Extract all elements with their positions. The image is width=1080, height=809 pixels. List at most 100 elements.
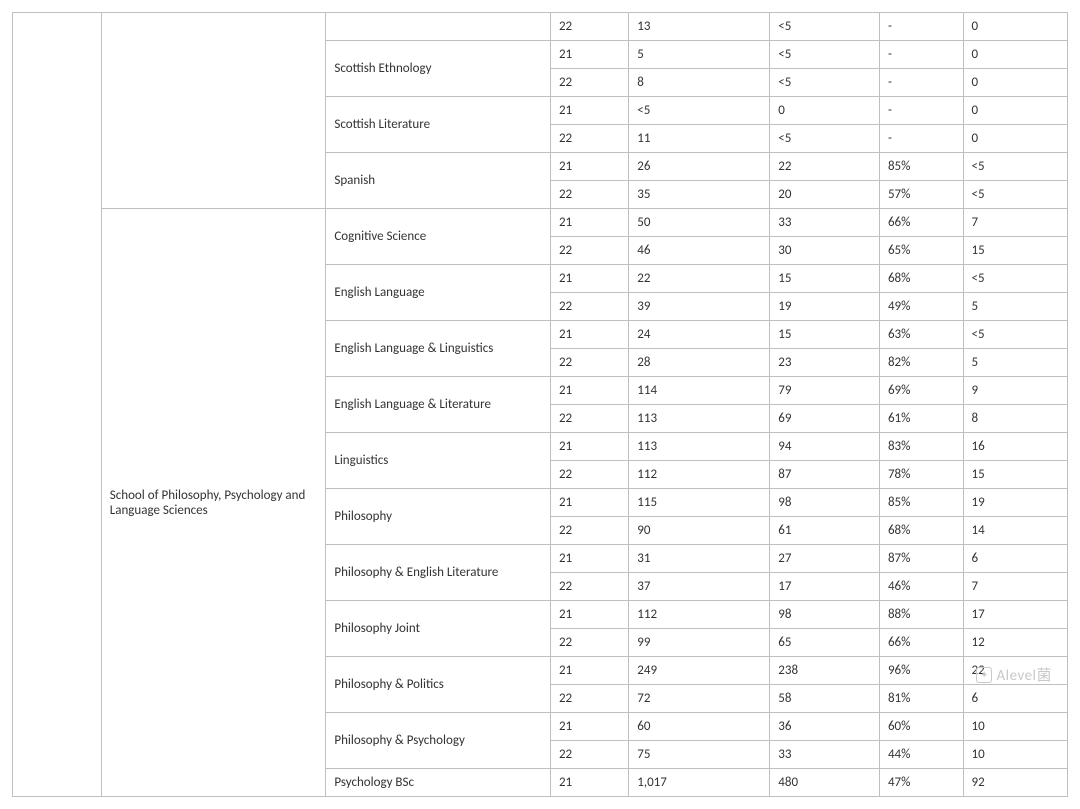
value-cell: 0 xyxy=(963,41,1068,69)
value-cell: 5 xyxy=(963,293,1068,321)
year-cell: 21 xyxy=(550,321,628,349)
value-cell: - xyxy=(879,41,963,69)
value-cell: 30 xyxy=(770,237,880,265)
value-cell: 114 xyxy=(629,377,770,405)
value-cell: <5 xyxy=(770,69,880,97)
value-cell: <5 xyxy=(963,153,1068,181)
value-cell: 5 xyxy=(629,41,770,69)
year-cell: 22 xyxy=(550,629,628,657)
value-cell: 6 xyxy=(963,685,1068,713)
value-cell: 90 xyxy=(629,517,770,545)
year-cell: 22 xyxy=(550,517,628,545)
value-cell: 0 xyxy=(770,97,880,125)
year-cell: 21 xyxy=(550,265,628,293)
value-cell: 57% xyxy=(879,181,963,209)
value-cell: 39 xyxy=(629,293,770,321)
value-cell: 85% xyxy=(879,153,963,181)
value-cell: 88% xyxy=(879,601,963,629)
subject-cell: Linguistics xyxy=(326,433,551,489)
year-cell: 22 xyxy=(550,125,628,153)
subject-cell: English Language & Linguistics xyxy=(326,321,551,377)
value-cell: 24 xyxy=(629,321,770,349)
value-cell: 6 xyxy=(963,545,1068,573)
value-cell: 44% xyxy=(879,741,963,769)
value-cell: 83% xyxy=(879,433,963,461)
value-cell: 115 xyxy=(629,489,770,517)
value-cell: 63% xyxy=(879,321,963,349)
school-cell xyxy=(101,13,326,209)
subject-cell: Scottish Ethnology xyxy=(326,41,551,97)
subject-cell: Psychology BSc xyxy=(326,769,551,797)
year-cell: 21 xyxy=(550,545,628,573)
value-cell: <5 xyxy=(770,13,880,41)
year-cell: 22 xyxy=(550,69,628,97)
value-cell: 113 xyxy=(629,405,770,433)
subject-cell: Philosophy xyxy=(326,489,551,545)
value-cell: 1,017 xyxy=(629,769,770,797)
school-cell: School of Philosophy, Psychology and Lan… xyxy=(101,209,326,797)
value-cell: 15 xyxy=(963,237,1068,265)
value-cell: 0 xyxy=(963,69,1068,97)
value-cell: <5 xyxy=(770,41,880,69)
value-cell: 19 xyxy=(963,489,1068,517)
year-cell: 22 xyxy=(550,741,628,769)
subject-cell: Cognitive Science xyxy=(326,209,551,265)
year-cell: 22 xyxy=(550,293,628,321)
value-cell: 81% xyxy=(879,685,963,713)
value-cell: 49% xyxy=(879,293,963,321)
subject-cell xyxy=(326,13,551,41)
value-cell: 26 xyxy=(629,153,770,181)
value-cell: 72 xyxy=(629,685,770,713)
value-cell: 15 xyxy=(770,265,880,293)
value-cell: 99 xyxy=(629,629,770,657)
value-cell: 69 xyxy=(770,405,880,433)
year-cell: 21 xyxy=(550,433,628,461)
value-cell: 79 xyxy=(770,377,880,405)
value-cell: 22 xyxy=(629,265,770,293)
value-cell: 27 xyxy=(770,545,880,573)
value-cell: 46% xyxy=(879,573,963,601)
value-cell: 16 xyxy=(963,433,1068,461)
value-cell: 47% xyxy=(879,769,963,797)
subject-cell: Spanish xyxy=(326,153,551,209)
value-cell: 7 xyxy=(963,209,1068,237)
table-row: 2213<5-0 xyxy=(13,13,1068,41)
value-cell: 19 xyxy=(770,293,880,321)
year-cell: 21 xyxy=(550,489,628,517)
value-cell: 96% xyxy=(879,657,963,685)
value-cell: 65% xyxy=(879,237,963,265)
value-cell: 66% xyxy=(879,209,963,237)
value-cell: 28 xyxy=(629,349,770,377)
value-cell: 50 xyxy=(629,209,770,237)
value-cell: 8 xyxy=(629,69,770,97)
value-cell: 0 xyxy=(963,13,1068,41)
year-cell: 22 xyxy=(550,573,628,601)
value-cell: 33 xyxy=(770,209,880,237)
table-row: School of Philosophy, Psychology and Lan… xyxy=(13,209,1068,237)
value-cell: 69% xyxy=(879,377,963,405)
year-cell: 22 xyxy=(550,181,628,209)
value-cell: 112 xyxy=(629,461,770,489)
value-cell: 8 xyxy=(963,405,1068,433)
value-cell: 23 xyxy=(770,349,880,377)
value-cell: 17 xyxy=(770,573,880,601)
subject-cell: English Language & Literature xyxy=(326,377,551,433)
subject-cell: Philosophy & Politics xyxy=(326,657,551,713)
value-cell: 113 xyxy=(629,433,770,461)
year-cell: 21 xyxy=(550,601,628,629)
value-cell: 480 xyxy=(770,769,880,797)
value-cell: 10 xyxy=(963,741,1068,769)
subject-cell: Philosophy & Psychology xyxy=(326,713,551,769)
year-cell: 22 xyxy=(550,405,628,433)
year-cell: 22 xyxy=(550,461,628,489)
value-cell: <5 xyxy=(963,181,1068,209)
year-cell: 21 xyxy=(550,153,628,181)
year-cell: 22 xyxy=(550,237,628,265)
admissions-table: 2213<5-0Scottish Ethnology215<5-0228<5-0… xyxy=(12,12,1068,797)
value-cell: 78% xyxy=(879,461,963,489)
subject-cell: Philosophy Joint xyxy=(326,601,551,657)
year-cell: 22 xyxy=(550,685,628,713)
value-cell: 9 xyxy=(963,377,1068,405)
value-cell: 0 xyxy=(963,125,1068,153)
value-cell: 65 xyxy=(770,629,880,657)
